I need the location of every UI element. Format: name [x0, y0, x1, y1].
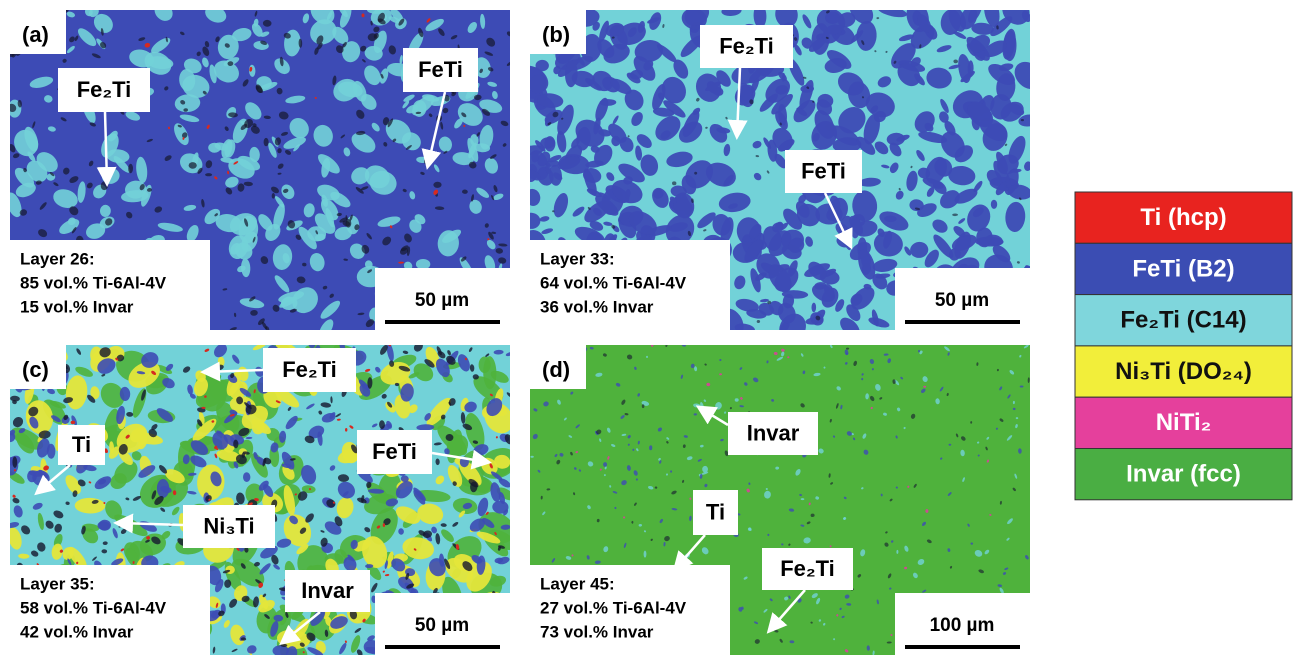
legend-label: Invar (fcc): [1126, 460, 1241, 487]
grain: [530, 456, 533, 458]
grain: [925, 509, 928, 513]
panel-label: (c): [22, 357, 49, 382]
info-line: 73 vol.% Invar: [540, 622, 654, 641]
legend-label: NiTi₂: [1156, 409, 1212, 436]
info-line: 85 vol.% Ti-6Al-4V: [20, 273, 167, 292]
callout-label: Fe₂Ti: [77, 77, 132, 102]
scale-bar-label: 50 µm: [415, 290, 469, 311]
grain: [416, 259, 430, 269]
callout-label: FeTi: [801, 158, 846, 183]
grain: [1021, 119, 1024, 121]
grain: [644, 551, 647, 558]
grain: [273, 645, 289, 656]
info-line: 58 vol.% Ti-6Al-4V: [20, 598, 167, 617]
grain: [479, 357, 491, 374]
legend-label: Ti (hcp): [1140, 204, 1226, 231]
info-line: 27 vol.% Ti-6Al-4V: [540, 598, 687, 617]
info-line: Layer 33:: [540, 249, 615, 268]
scale-bar-label: 50 µm: [935, 290, 989, 311]
panel-label: (d): [542, 357, 570, 382]
legend-label: Ni₃Ti (DO₂₄): [1115, 358, 1252, 385]
info-line: 36 vol.% Invar: [540, 297, 654, 316]
info-line: Layer 35:: [20, 574, 95, 593]
panel-label: (a): [22, 22, 49, 47]
grain: [735, 398, 739, 401]
figure: (a) Layer 26: 85 vol.% Ti-6Al-4V 15 vol.% I…: [0, 0, 1302, 658]
info-line: 15 vol.% Invar: [20, 297, 134, 316]
callout-label: FeTi: [418, 57, 463, 82]
panel-label: (b): [542, 22, 570, 47]
callout-label: Fe₂Ti: [282, 357, 337, 382]
callout-label: Fe₂Ti: [780, 556, 835, 581]
legend-label: FeTi (B2): [1132, 255, 1234, 282]
callout-label: FeTi: [372, 439, 417, 464]
scale-bar-label: 100 µm: [930, 615, 995, 636]
callout-label: Ti: [706, 499, 725, 524]
grain: [205, 173, 212, 176]
callout-label: Invar: [301, 578, 354, 603]
legend-label: Fe₂Ti (C14): [1120, 307, 1246, 334]
callout-label: Ti: [72, 432, 91, 457]
info-line: Layer 45:: [540, 574, 615, 593]
info-line: 64 vol.% Ti-6Al-4V: [540, 273, 687, 292]
grain: [264, 138, 269, 146]
callout-label: Fe₂Ti: [719, 33, 774, 58]
grain: [189, 162, 197, 169]
scale-bar-label: 50 µm: [415, 615, 469, 636]
info-line: Layer 26:: [20, 249, 95, 268]
info-line: 42 vol.% Invar: [20, 622, 134, 641]
grain: [1020, 386, 1024, 388]
callout-label: Invar: [747, 420, 800, 445]
callout-label: Ni₃Ti: [203, 513, 254, 538]
grain: [383, 523, 385, 527]
